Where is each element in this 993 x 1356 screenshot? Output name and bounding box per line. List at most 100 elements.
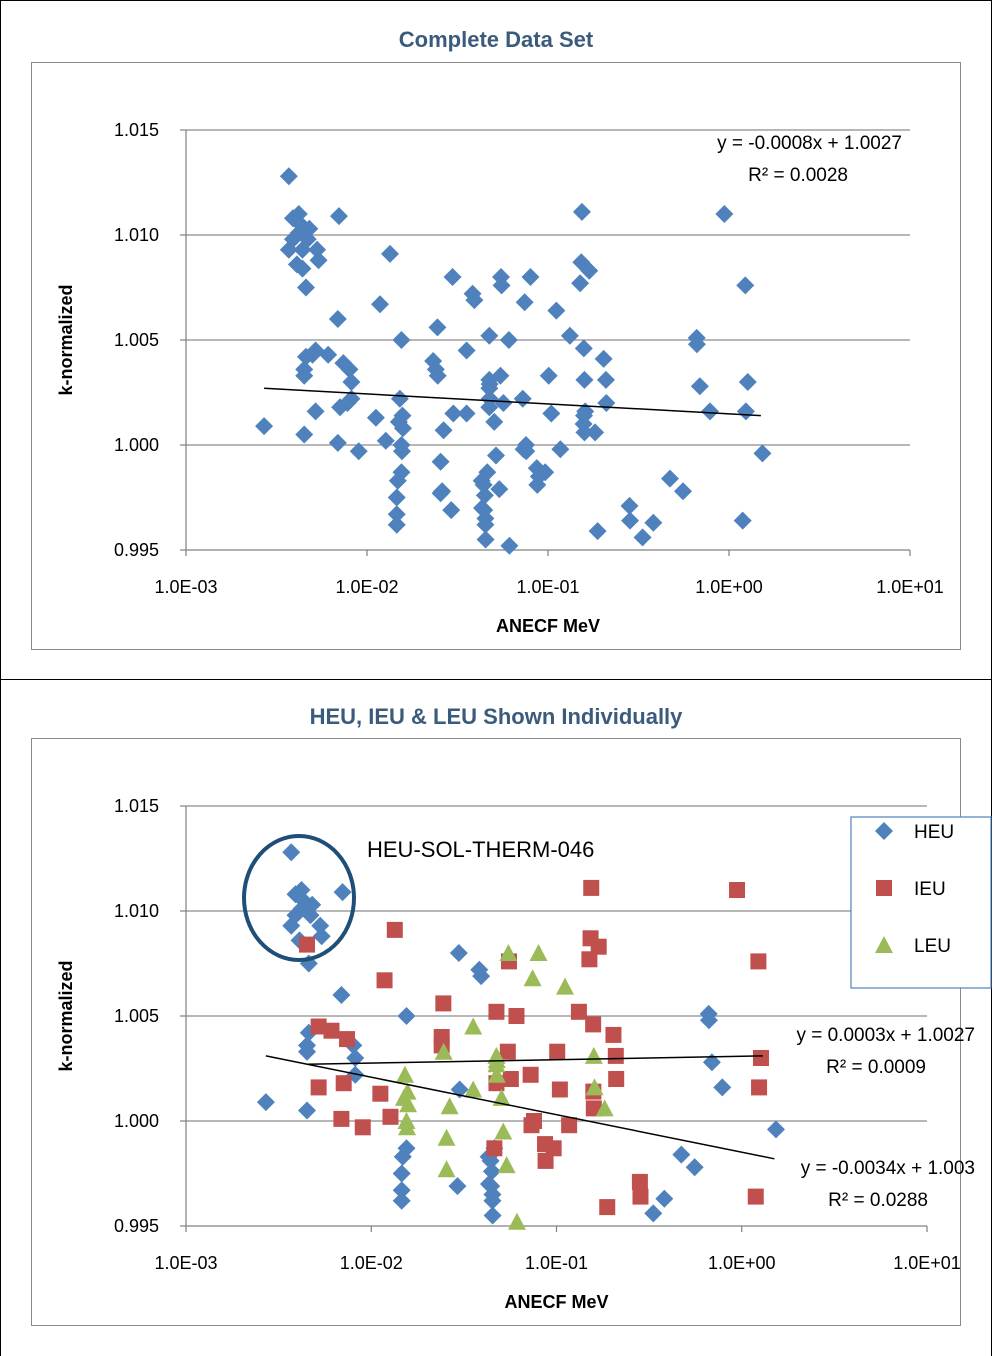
data-point bbox=[298, 1101, 317, 1120]
data-point bbox=[449, 944, 468, 962]
data-point bbox=[486, 1140, 503, 1157]
data-point bbox=[398, 1118, 417, 1136]
data-point bbox=[342, 373, 361, 391]
data-point bbox=[381, 244, 400, 263]
data-point bbox=[595, 1099, 614, 1117]
data-point bbox=[433, 1029, 450, 1045]
data-point bbox=[672, 1145, 691, 1164]
bottom-plot-area-border bbox=[31, 738, 961, 1326]
data-point bbox=[443, 268, 462, 286]
data-point bbox=[525, 1113, 542, 1129]
data-point bbox=[342, 389, 361, 408]
data-point bbox=[500, 536, 519, 555]
data-point bbox=[434, 421, 453, 440]
data-point bbox=[483, 1191, 502, 1210]
x-tick-label: 1.0E-03 bbox=[154, 1253, 217, 1273]
data-point bbox=[594, 349, 613, 368]
data-point bbox=[690, 377, 709, 396]
data-point bbox=[300, 219, 319, 238]
y-tick-label: 1.000 bbox=[114, 435, 159, 455]
data-point bbox=[660, 469, 679, 488]
series-leu-markers bbox=[394, 944, 614, 1230]
data-point bbox=[585, 1078, 604, 1096]
data-point bbox=[480, 326, 499, 345]
data-point bbox=[766, 1120, 785, 1139]
data-point bbox=[296, 278, 315, 297]
data-point bbox=[551, 1081, 568, 1098]
data-point bbox=[753, 444, 772, 463]
x-tick-label: 1.0E+01 bbox=[876, 577, 944, 597]
data-point bbox=[583, 879, 600, 896]
x-tick-label: 1.0E+00 bbox=[708, 1253, 776, 1273]
data-point bbox=[490, 480, 509, 499]
data-point bbox=[596, 370, 615, 389]
data-point bbox=[392, 463, 411, 482]
data-point bbox=[655, 1189, 674, 1208]
data-point bbox=[570, 1003, 587, 1020]
data-point bbox=[293, 259, 312, 278]
data-point bbox=[499, 1043, 516, 1060]
trendline-equation: y = -0.0008x + 1.0027 bbox=[717, 133, 902, 154]
data-point bbox=[605, 1026, 622, 1043]
data-point bbox=[308, 240, 327, 259]
data-point bbox=[508, 1008, 525, 1024]
data-point bbox=[346, 1049, 365, 1067]
data-point bbox=[299, 936, 316, 953]
data-point bbox=[733, 511, 752, 530]
data-point bbox=[586, 423, 605, 442]
data-point bbox=[387, 505, 406, 524]
data-point bbox=[687, 335, 706, 354]
data-point bbox=[335, 1075, 352, 1092]
data-point bbox=[685, 1158, 704, 1177]
trendline-r-squared: R² = 0.0009 bbox=[826, 1057, 926, 1078]
data-point bbox=[487, 1051, 506, 1069]
legend-label: HEU bbox=[914, 822, 954, 843]
data-point bbox=[397, 1139, 416, 1158]
data-point bbox=[736, 402, 755, 421]
data-point bbox=[747, 1188, 764, 1205]
data-point bbox=[312, 927, 331, 946]
data-point bbox=[323, 1022, 340, 1039]
data-point bbox=[539, 366, 558, 385]
x-tick-label: 1.0E+00 bbox=[695, 577, 763, 597]
y-axis-label: k-normalized bbox=[56, 960, 76, 1071]
data-point bbox=[574, 339, 593, 358]
data-point bbox=[392, 1191, 411, 1210]
data-point bbox=[371, 295, 390, 314]
data-point bbox=[620, 496, 639, 515]
data-point bbox=[310, 1079, 327, 1096]
data-point bbox=[515, 293, 534, 312]
data-point bbox=[633, 528, 652, 547]
data-point bbox=[487, 1065, 506, 1083]
data-point bbox=[486, 446, 505, 465]
data-point bbox=[476, 515, 495, 534]
y-tick-label: 0.995 bbox=[114, 540, 159, 560]
data-point bbox=[513, 389, 532, 408]
data-point bbox=[572, 202, 591, 221]
x-tick-label: 1.0E-02 bbox=[335, 577, 398, 597]
y-tick-label: 1.005 bbox=[114, 1006, 159, 1026]
data-point bbox=[255, 417, 274, 436]
data-point bbox=[700, 402, 719, 421]
data-point bbox=[476, 530, 495, 549]
data-point bbox=[575, 423, 594, 442]
x-axis-label: ANECF MeV bbox=[504, 1292, 608, 1312]
data-point bbox=[499, 331, 518, 349]
data-point bbox=[494, 394, 513, 412]
data-point bbox=[303, 895, 322, 914]
data-point bbox=[393, 406, 412, 425]
data-point bbox=[494, 1122, 513, 1140]
annotation-label: HEU-SOL-THERM-046 bbox=[367, 837, 594, 862]
data-point bbox=[750, 953, 767, 970]
y-axis-label: k-normalized bbox=[56, 284, 76, 395]
data-point bbox=[298, 1042, 317, 1061]
data-point bbox=[390, 389, 409, 408]
data-point bbox=[282, 843, 301, 862]
data-point bbox=[497, 1156, 516, 1174]
bottom-chart-frame bbox=[0, 679, 992, 1356]
data-point bbox=[523, 969, 542, 987]
series-markers bbox=[255, 167, 772, 555]
data-point bbox=[444, 404, 463, 423]
data-point bbox=[752, 1050, 769, 1066]
trendline bbox=[264, 387, 761, 417]
